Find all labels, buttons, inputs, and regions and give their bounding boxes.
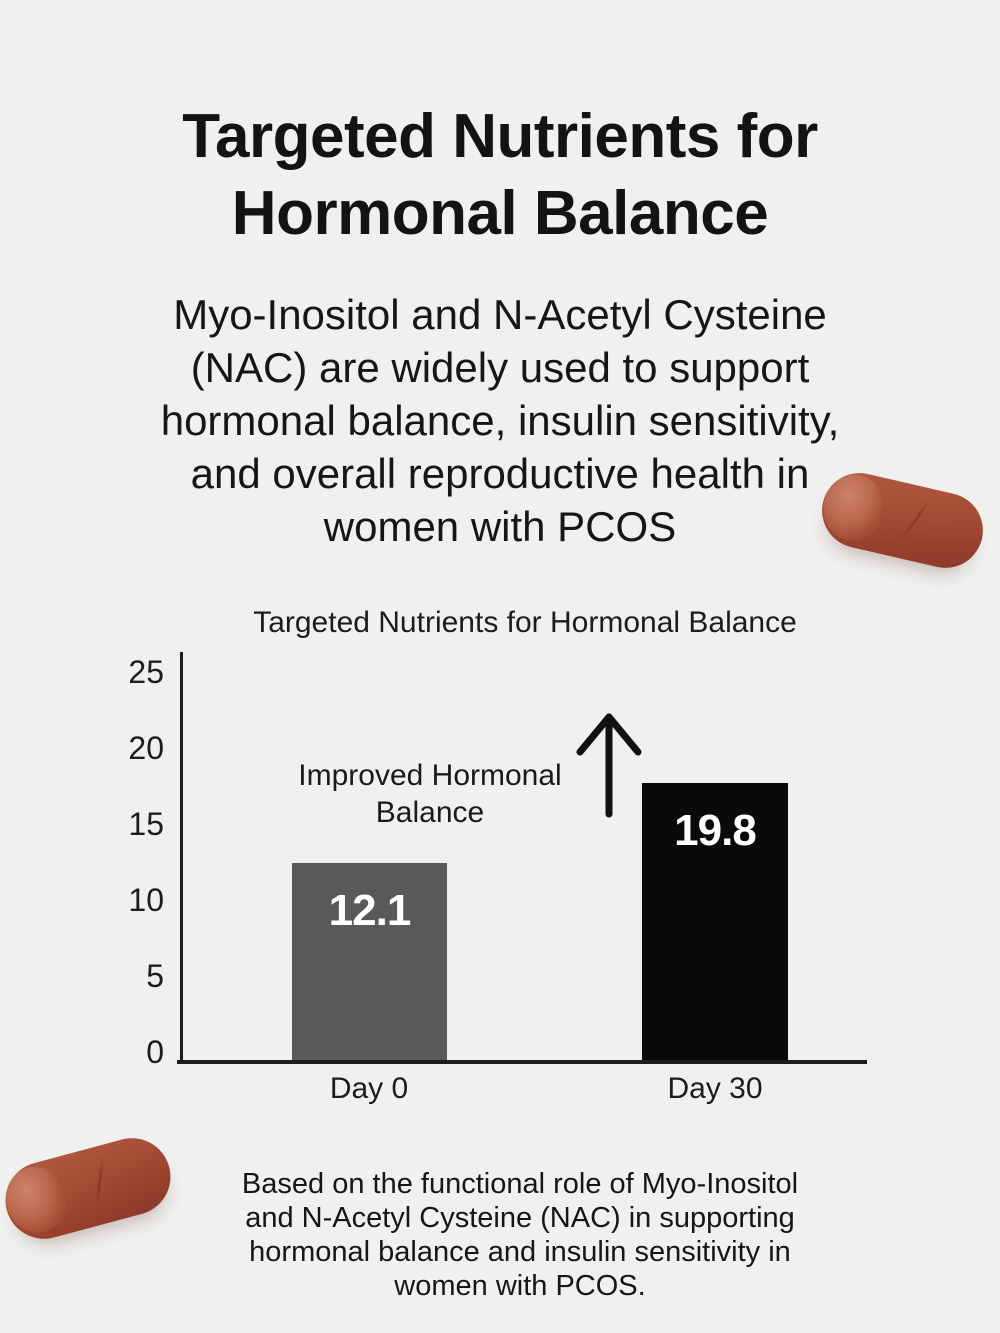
footnote-caption: Based on the functional role of Myo-Inos… bbox=[120, 1167, 920, 1303]
subtitle-line: and overall reproductive health in bbox=[190, 450, 810, 497]
subtitle-line: (NAC) are widely used to support bbox=[190, 344, 810, 391]
bar-day-0: 12.1 bbox=[292, 863, 447, 1060]
subtitle-line: women with PCOS bbox=[323, 503, 677, 550]
subtitle-line: Myo-Inositol and N-Acetyl Cysteine bbox=[173, 291, 827, 338]
bar-day-30: 19.8 bbox=[642, 783, 788, 1060]
y-axis-line bbox=[180, 652, 183, 1064]
y-tick-label-5: 5 bbox=[146, 958, 164, 994]
bar-value-label-day-0: 12.1 bbox=[328, 886, 412, 935]
caption-line: Based on the functional role of Myo-Inos… bbox=[241, 1168, 799, 1200]
caption-line: and N-Acetyl Cysteine (NAC) in supportin… bbox=[245, 1202, 795, 1234]
y-tick-label-0: 0 bbox=[146, 1034, 164, 1070]
y-tick-label-20: 20 bbox=[128, 730, 164, 766]
y-tick-label-25: 25 bbox=[128, 654, 164, 690]
page-title-line1: Targeted Nutrients for bbox=[182, 101, 818, 171]
x-axis-line bbox=[177, 1060, 867, 1064]
bar-value-label-day-30: 19.8 bbox=[674, 806, 757, 855]
x-axis-label-day-0: Day 0 bbox=[329, 1072, 409, 1105]
chart-title: Targeted Nutrients for Hormonal Balance bbox=[253, 606, 797, 639]
chart-annotation-line1: Improved Hormonal bbox=[298, 759, 562, 792]
page-subtitle: Myo-Inositol and N-Acetyl Cysteine (NAC)… bbox=[0, 288, 1000, 553]
subtitle-line: hormonal balance, insulin sensitivity, bbox=[160, 397, 840, 444]
x-axis-label-day-30: Day 30 bbox=[667, 1072, 763, 1105]
y-tick-label-10: 10 bbox=[128, 882, 164, 918]
chart-annotation-line2: Balance bbox=[375, 796, 485, 829]
caption-line: hormonal balance and insulin sensitivity… bbox=[249, 1236, 791, 1268]
caption-line: women with PCOS. bbox=[394, 1270, 646, 1302]
page-title-line2: Hormonal Balance bbox=[231, 178, 769, 248]
chart-annotation: Improved Hormonal Balance bbox=[250, 757, 610, 831]
page-title: Targeted Nutrients for Hormonal Balance bbox=[0, 98, 1000, 252]
arrow-up-icon bbox=[576, 713, 642, 818]
y-tick-label-15: 15 bbox=[128, 806, 164, 842]
